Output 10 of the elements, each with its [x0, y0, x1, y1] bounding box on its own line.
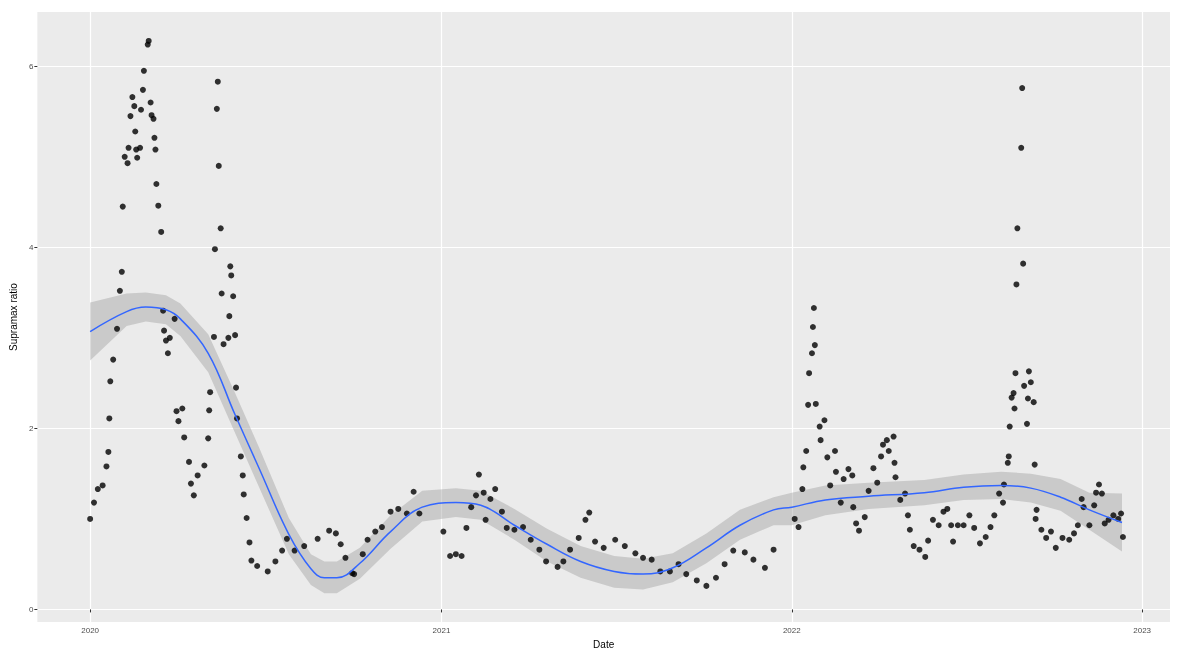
x-axis-title: Date [593, 638, 615, 650]
y-tick-label: 0 [28, 604, 34, 614]
y-axis-title: Supramax ratio [7, 282, 19, 351]
y-tick-label: 2 [28, 423, 34, 433]
y-tick-label: 4 [28, 242, 34, 252]
x-tick-label: 2023 [1133, 625, 1152, 635]
x-tick-label: 2022 [782, 625, 802, 635]
y-tick-label: 6 [28, 61, 34, 71]
x-tick-label: 2021 [432, 625, 451, 635]
x-tick-label: 2020 [81, 625, 100, 635]
